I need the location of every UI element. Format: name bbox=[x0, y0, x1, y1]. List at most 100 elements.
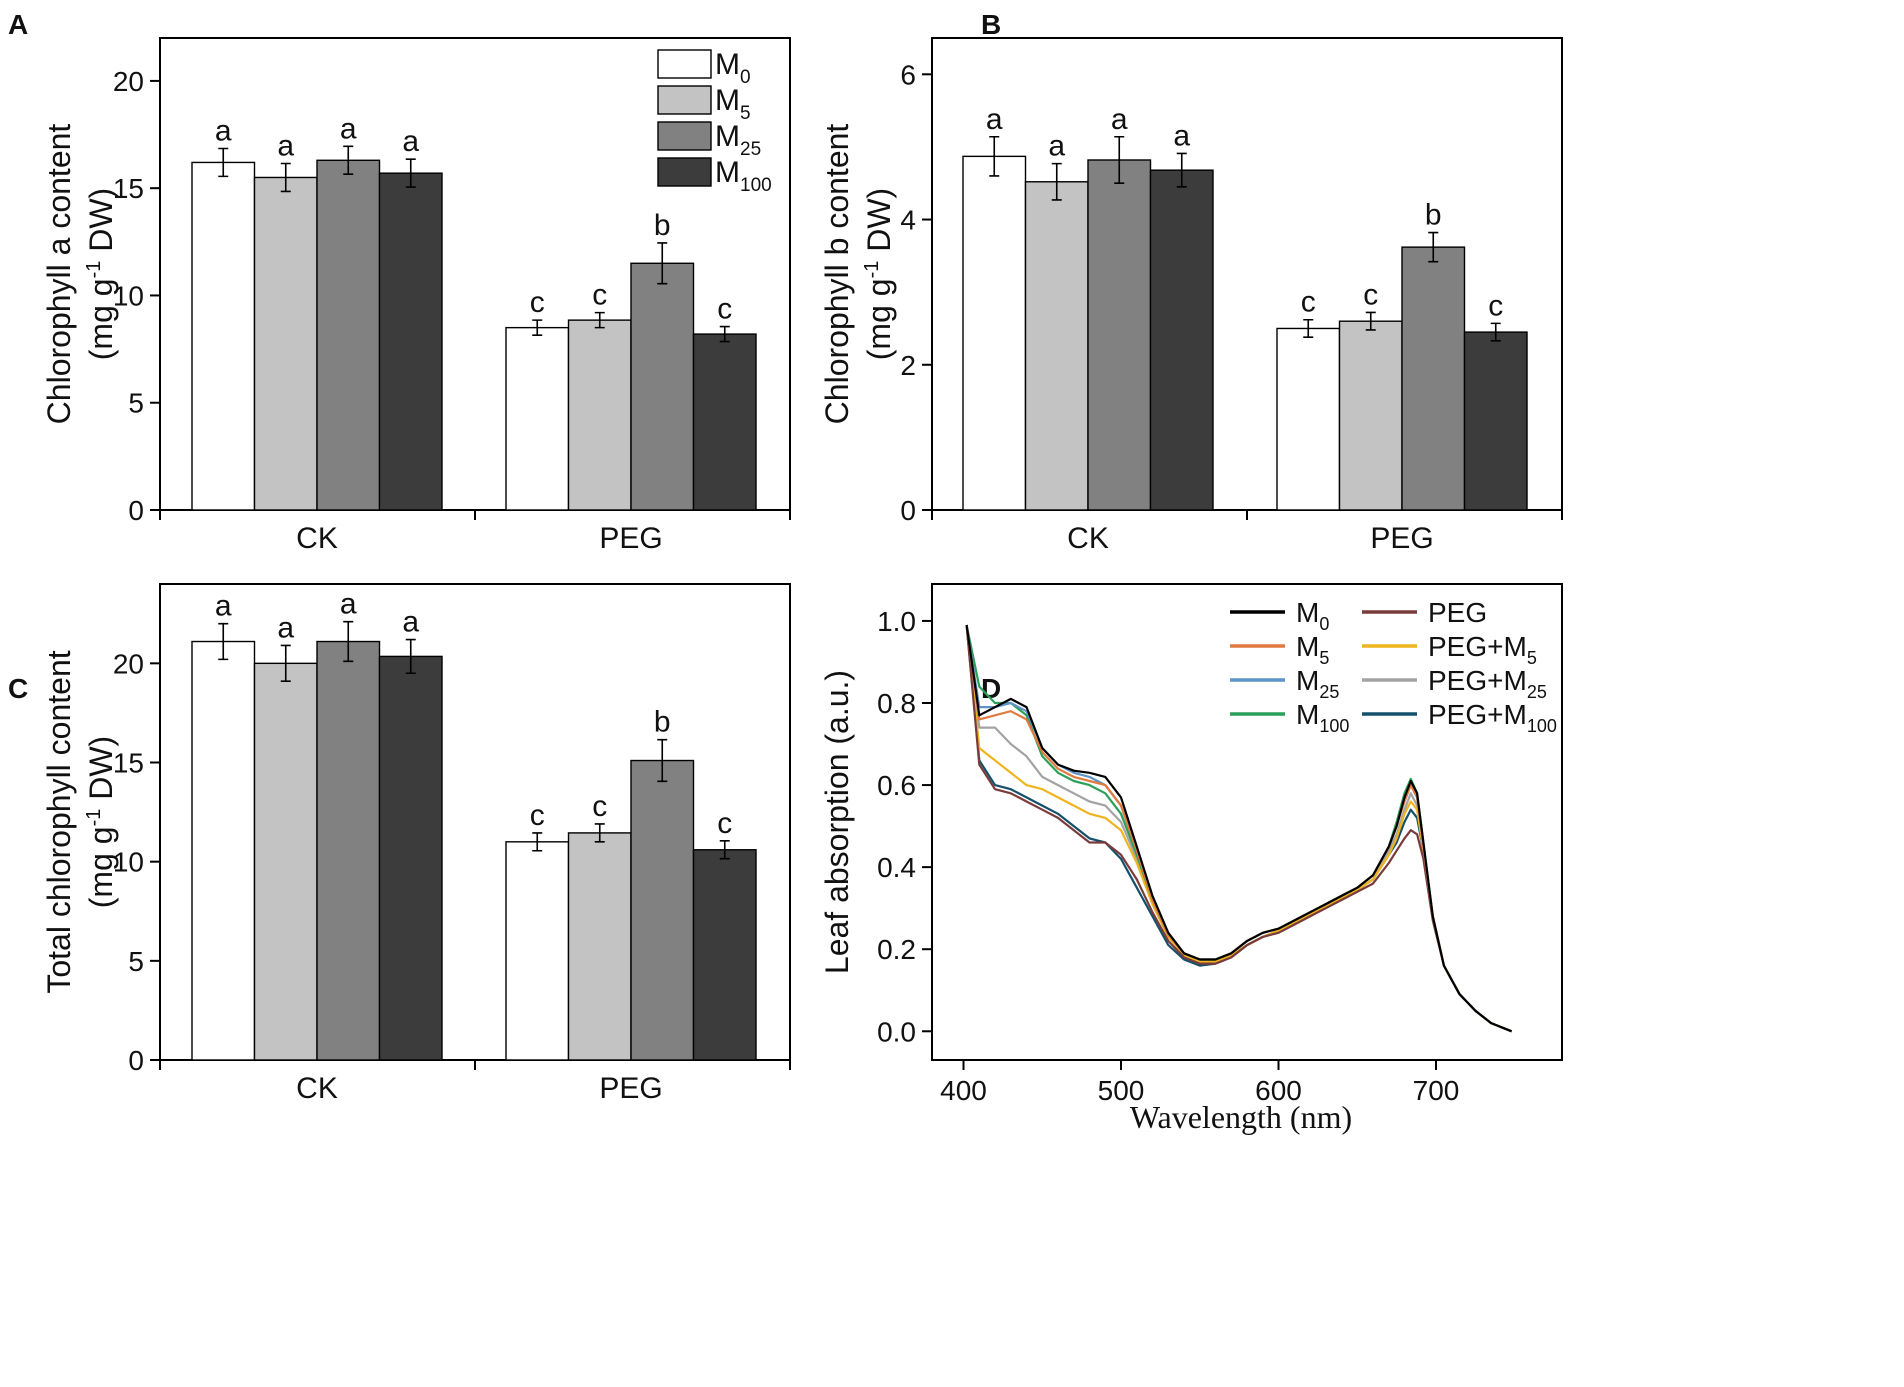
y-tick-label-a: 20 bbox=[113, 66, 144, 97]
chart-panel-b: 0 2 4 6 a c a c a b a c CK PEG Chlorophyll b content (m… bbox=[819, 37, 1563, 555]
y-axis-unit-label-a: (mg g-1 DW) bbox=[83, 188, 119, 360]
chart-panel-c: 0 5 10 15 20 a c a c a b a c CK PEG Total chlorophyll c… bbox=[41, 583, 791, 1105]
error-bar-b bbox=[989, 135, 1000, 177]
error-bar-a bbox=[343, 145, 354, 176]
bar-c-m100-ck bbox=[378, 655, 443, 1061]
significance-letter-c: c bbox=[592, 790, 607, 823]
y-axis-label-b: Chlorophyll b content bbox=[819, 124, 855, 425]
legend-label-peg-m25: PEG+M25 bbox=[1428, 665, 1547, 702]
panel-letter-c: C bbox=[8, 673, 28, 704]
bar-b-m0-peg bbox=[1276, 327, 1341, 511]
legend-swatch-m0 bbox=[657, 49, 712, 79]
y-axis-unit-label-b: (mg g-1 DW) bbox=[861, 188, 897, 360]
y-axis-label-d: Leaf absorption (a.u.) bbox=[819, 670, 855, 974]
error-bar-a bbox=[280, 162, 291, 193]
y-axis-label-c: Total chlorophyll content bbox=[41, 650, 77, 993]
significance-letter-c: b bbox=[654, 706, 671, 739]
legend-label-m25: M25 bbox=[715, 120, 761, 160]
y-tick-label-c: 15 bbox=[113, 748, 144, 779]
significance-letter-b: b bbox=[1425, 199, 1442, 232]
legend-label-m0: M0 bbox=[1296, 597, 1329, 634]
error-bar-b bbox=[1365, 311, 1376, 331]
error-bar-a bbox=[532, 319, 543, 336]
error-bar-a bbox=[405, 158, 416, 188]
significance-letter-c: c bbox=[530, 799, 545, 832]
y-axis-label-a: Chlorophyll a content bbox=[41, 124, 77, 425]
legend-label-m100: M100 bbox=[715, 156, 772, 196]
bar-b-m0-ck bbox=[962, 155, 1027, 511]
error-bar-b bbox=[1051, 162, 1062, 201]
spectrum-line-peg bbox=[965, 624, 1513, 1033]
y-tick-label-d: 0.8 bbox=[877, 688, 916, 719]
error-bar-c bbox=[657, 738, 668, 783]
y-tick-label-b: 6 bbox=[900, 59, 916, 90]
legend-label-m100: M100 bbox=[1296, 699, 1349, 736]
chart-panel-d: 0.0 0.2 0.4 0.6 0.8 1.0 400 500 600 700 M0M5M25M10… bbox=[819, 583, 1563, 1135]
error-bar-b bbox=[1428, 231, 1439, 263]
bar-c-m0-ck bbox=[191, 640, 256, 1061]
error-bar-c bbox=[280, 644, 291, 682]
x-tick-label-d: 400 bbox=[940, 1075, 987, 1106]
legend-label-m5: M5 bbox=[715, 84, 751, 124]
significance-letter-a: b bbox=[654, 209, 671, 242]
error-bar-b bbox=[1114, 135, 1125, 185]
error-bar-b bbox=[1490, 322, 1501, 342]
bar-b-m25-peg bbox=[1401, 246, 1466, 511]
significance-letter-b: a bbox=[1111, 103, 1128, 136]
significance-letter-b: c bbox=[1301, 286, 1316, 319]
error-bar-c bbox=[532, 832, 543, 852]
x-category-label-ck: CK bbox=[1067, 522, 1109, 555]
significance-letter-c: a bbox=[340, 588, 357, 621]
bar-a-m100-ck bbox=[378, 172, 443, 511]
y-tick-label-b: 4 bbox=[900, 205, 916, 236]
error-bar-a bbox=[719, 325, 730, 343]
significance-letter-a: a bbox=[277, 130, 294, 163]
bar-c-m25-ck bbox=[316, 640, 381, 1061]
legend-label-peg: PEG bbox=[1428, 597, 1487, 628]
x-tick-label-d: 500 bbox=[1098, 1075, 1145, 1106]
y-tick-label-d: 0.6 bbox=[877, 770, 916, 801]
bar-a-m100-peg bbox=[692, 333, 757, 511]
bar-c-m0-peg bbox=[505, 841, 570, 1061]
x-category-label-peg: PEG bbox=[1370, 522, 1433, 555]
y-tick-label-c: 0 bbox=[128, 1045, 144, 1076]
x-category-label-ck: CK bbox=[296, 522, 338, 555]
error-bar-c bbox=[594, 823, 605, 843]
error-bar-b bbox=[1176, 152, 1187, 188]
y-tick-label-a: 10 bbox=[113, 280, 144, 311]
significance-letter-c: a bbox=[277, 611, 294, 644]
bar-b-m5-peg bbox=[1338, 320, 1403, 511]
bar-c-m5-peg bbox=[567, 832, 632, 1061]
bar-a-m25-ck bbox=[316, 159, 381, 511]
y-tick-label-a: 5 bbox=[128, 388, 144, 419]
y-tick-label-d: 0.4 bbox=[877, 852, 916, 883]
plot-frame-d bbox=[931, 583, 1563, 1061]
bar-a-m5-peg bbox=[567, 319, 632, 511]
spectrum-line-m0 bbox=[965, 624, 1513, 1033]
legend-label-peg-m5: PEG+M5 bbox=[1428, 631, 1537, 668]
x-category-label-peg: PEG bbox=[599, 1072, 662, 1105]
y-tick-label-b: 0 bbox=[900, 495, 916, 526]
y-tick-label-c: 5 bbox=[128, 946, 144, 977]
significance-letter-a: a bbox=[340, 112, 357, 145]
bar-c-m5-ck bbox=[253, 662, 318, 1061]
bar-b-m100-peg bbox=[1463, 331, 1528, 511]
bar-c-m100-peg bbox=[692, 849, 757, 1061]
x-category-label-ck: CK bbox=[296, 1072, 338, 1105]
significance-letter-a: a bbox=[215, 114, 232, 147]
panel-letter-d: D bbox=[981, 673, 1001, 704]
error-bar-c bbox=[343, 620, 354, 663]
chart-panel-a: 0 5 10 15 20 a c a c a b a c CK PEG Chlorophyll a conte… bbox=[41, 37, 791, 555]
significance-letter-a: a bbox=[402, 125, 419, 158]
y-tick-label-d: 0.0 bbox=[877, 1016, 916, 1047]
y-tick-label-c: 10 bbox=[113, 847, 144, 878]
significance-letter-b: a bbox=[986, 103, 1003, 136]
significance-letter-a: c bbox=[592, 279, 607, 312]
legend-label-m25: M25 bbox=[1296, 665, 1339, 702]
legend-label-peg-m100: PEG+M100 bbox=[1428, 699, 1557, 736]
bar-a-m5-ck bbox=[253, 176, 318, 511]
bar-a-m0-ck bbox=[191, 161, 256, 511]
y-axis-unit-label-c: (mg g-1 DW) bbox=[83, 736, 119, 908]
legend-swatch-m5 bbox=[657, 85, 712, 115]
